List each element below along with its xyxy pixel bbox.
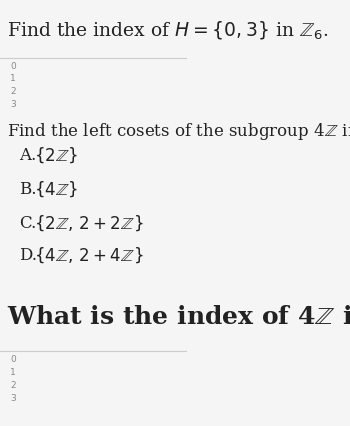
Text: B.: B. — [19, 181, 36, 198]
Text: $\{2\mathbb{Z}\}$: $\{2\mathbb{Z}\}$ — [34, 146, 78, 165]
Text: Find the left cosets of the subgroup 4$\mathbb{Z}$ in 2$\mathbb{Z}$.: Find the left cosets of the subgroup 4$\… — [7, 121, 350, 142]
Text: $\{4\mathbb{Z},\, 2 + 4\mathbb{Z}\}$: $\{4\mathbb{Z},\, 2 + 4\mathbb{Z}\}$ — [34, 246, 143, 265]
Text: 1: 1 — [10, 368, 16, 377]
Text: What is the index of 4$\mathbb{Z}$ in 2$\mathbb{Z}$?: What is the index of 4$\mathbb{Z}$ in 2$… — [7, 305, 350, 328]
Text: 3: 3 — [10, 100, 16, 109]
Text: 0: 0 — [10, 355, 16, 365]
Text: D.: D. — [19, 247, 37, 264]
Text: 0: 0 — [10, 61, 16, 71]
Text: 2: 2 — [10, 87, 16, 96]
Text: Find the index of $H = \{0, 3\}$ in $\mathbb{Z}_6$.: Find the index of $H = \{0, 3\}$ in $\ma… — [7, 19, 329, 41]
Text: C.: C. — [19, 215, 36, 232]
Text: 3: 3 — [10, 394, 16, 403]
Text: 1: 1 — [10, 74, 16, 83]
Text: $\{4\mathbb{Z}\}$: $\{4\mathbb{Z}\}$ — [34, 180, 78, 199]
Text: $\{2\mathbb{Z},\, 2 + 2\mathbb{Z}\}$: $\{2\mathbb{Z},\, 2 + 2\mathbb{Z}\}$ — [34, 214, 143, 233]
Text: 2: 2 — [10, 381, 16, 390]
Text: A.: A. — [19, 147, 36, 164]
